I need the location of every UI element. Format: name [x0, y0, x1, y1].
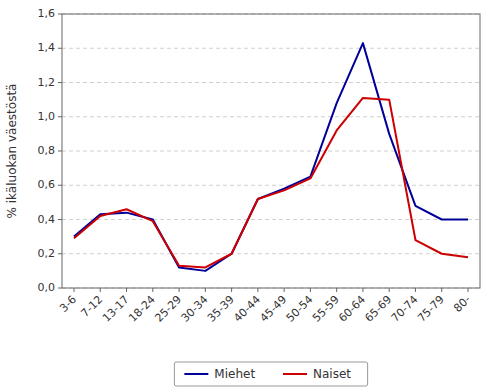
x-tick-label: 18-24 — [126, 293, 158, 325]
x-tick — [441, 288, 442, 292]
grid-line — [62, 151, 480, 152]
y-tick — [58, 219, 62, 220]
y-tick-label: 0,0 — [38, 281, 56, 294]
x-tick-label: 50-54 — [284, 293, 316, 325]
x-tick-label: 25-29 — [152, 293, 184, 325]
y-tick — [58, 14, 62, 15]
legend-label: Miehet — [214, 367, 255, 381]
x-tick — [336, 288, 337, 292]
y-tick — [58, 116, 62, 117]
series-line — [74, 98, 468, 268]
y-tick — [58, 48, 62, 49]
x-tick-label: 35-39 — [205, 293, 237, 325]
legend-box — [174, 362, 367, 386]
x-tick — [389, 288, 390, 292]
x-tick — [284, 288, 285, 292]
x-tick-label: 45-49 — [257, 293, 289, 325]
y-tick — [58, 253, 62, 254]
x-tick — [415, 288, 416, 292]
x-tick-label: 65-69 — [363, 293, 395, 325]
series-lines — [74, 43, 468, 271]
y-tick-label: 1,0 — [38, 110, 56, 123]
y-tick — [58, 185, 62, 186]
y-tick-label: 0,2 — [38, 247, 56, 260]
legend-label: Naiset — [313, 367, 351, 381]
y-tick-label: 0,8 — [38, 144, 56, 157]
x-tick — [152, 288, 153, 292]
x-tick-label: 40-44 — [231, 293, 263, 325]
x-tick — [257, 288, 258, 292]
x-tick — [179, 288, 180, 292]
y-tick-label: 0,6 — [38, 178, 56, 191]
grid-line — [62, 48, 480, 49]
y-tick — [58, 288, 62, 289]
chart-container: 0,0 0,2 0,4 0,6 0,8 1,0 1,2 1,4 1,6 % ikäluokan v… — [0, 0, 494, 392]
x-tick-label: 3-6 — [57, 293, 79, 315]
x-tick — [74, 288, 75, 292]
x-tick-label: 70-74 — [389, 293, 421, 325]
x-tick-label: 80- — [451, 293, 473, 315]
y-axis: 0,0 0,2 0,4 0,6 0,8 1,0 1,2 1,4 1,6 — [38, 7, 63, 294]
y-tick-label: 1,6 — [38, 7, 56, 20]
grid-line — [62, 82, 480, 83]
x-tick-label: 13-17 — [100, 293, 132, 325]
grid-line — [62, 219, 480, 220]
x-tick — [231, 288, 232, 292]
legend: Miehet Naiset — [174, 362, 367, 386]
y-axis-label: % ikäluokan väestöstä — [5, 84, 19, 219]
x-tick — [126, 288, 127, 292]
x-tick-label: 75-79 — [415, 293, 447, 325]
y-tick-label: 1,2 — [38, 76, 56, 89]
grid-line — [62, 185, 480, 186]
x-tick — [310, 288, 311, 292]
x-tick — [362, 288, 363, 292]
x-tick-label: 60-64 — [336, 293, 368, 325]
plot-frame — [62, 14, 480, 288]
grid-line — [62, 116, 480, 117]
y-grid — [62, 14, 480, 288]
grid-line — [62, 253, 480, 254]
y-tick-label: 1,4 — [38, 41, 56, 54]
y-tick — [58, 151, 62, 152]
x-tick-label: 55-59 — [310, 293, 342, 325]
chart-svg: 0,0 0,2 0,4 0,6 0,8 1,0 1,2 1,4 1,6 % ikäluokan v… — [0, 0, 494, 392]
x-tick-label: 30-34 — [179, 293, 211, 325]
legend-swatch — [283, 373, 307, 375]
series-line — [74, 43, 468, 271]
x-tick — [468, 288, 469, 292]
legend-swatch — [184, 373, 208, 375]
y-tick — [58, 82, 62, 83]
x-axis: 3-67-1213-1718-2425-2930-3435-3940-4445-… — [57, 288, 473, 325]
y-tick-label: 0,4 — [38, 213, 56, 226]
x-tick — [100, 288, 101, 292]
x-tick — [205, 288, 206, 292]
